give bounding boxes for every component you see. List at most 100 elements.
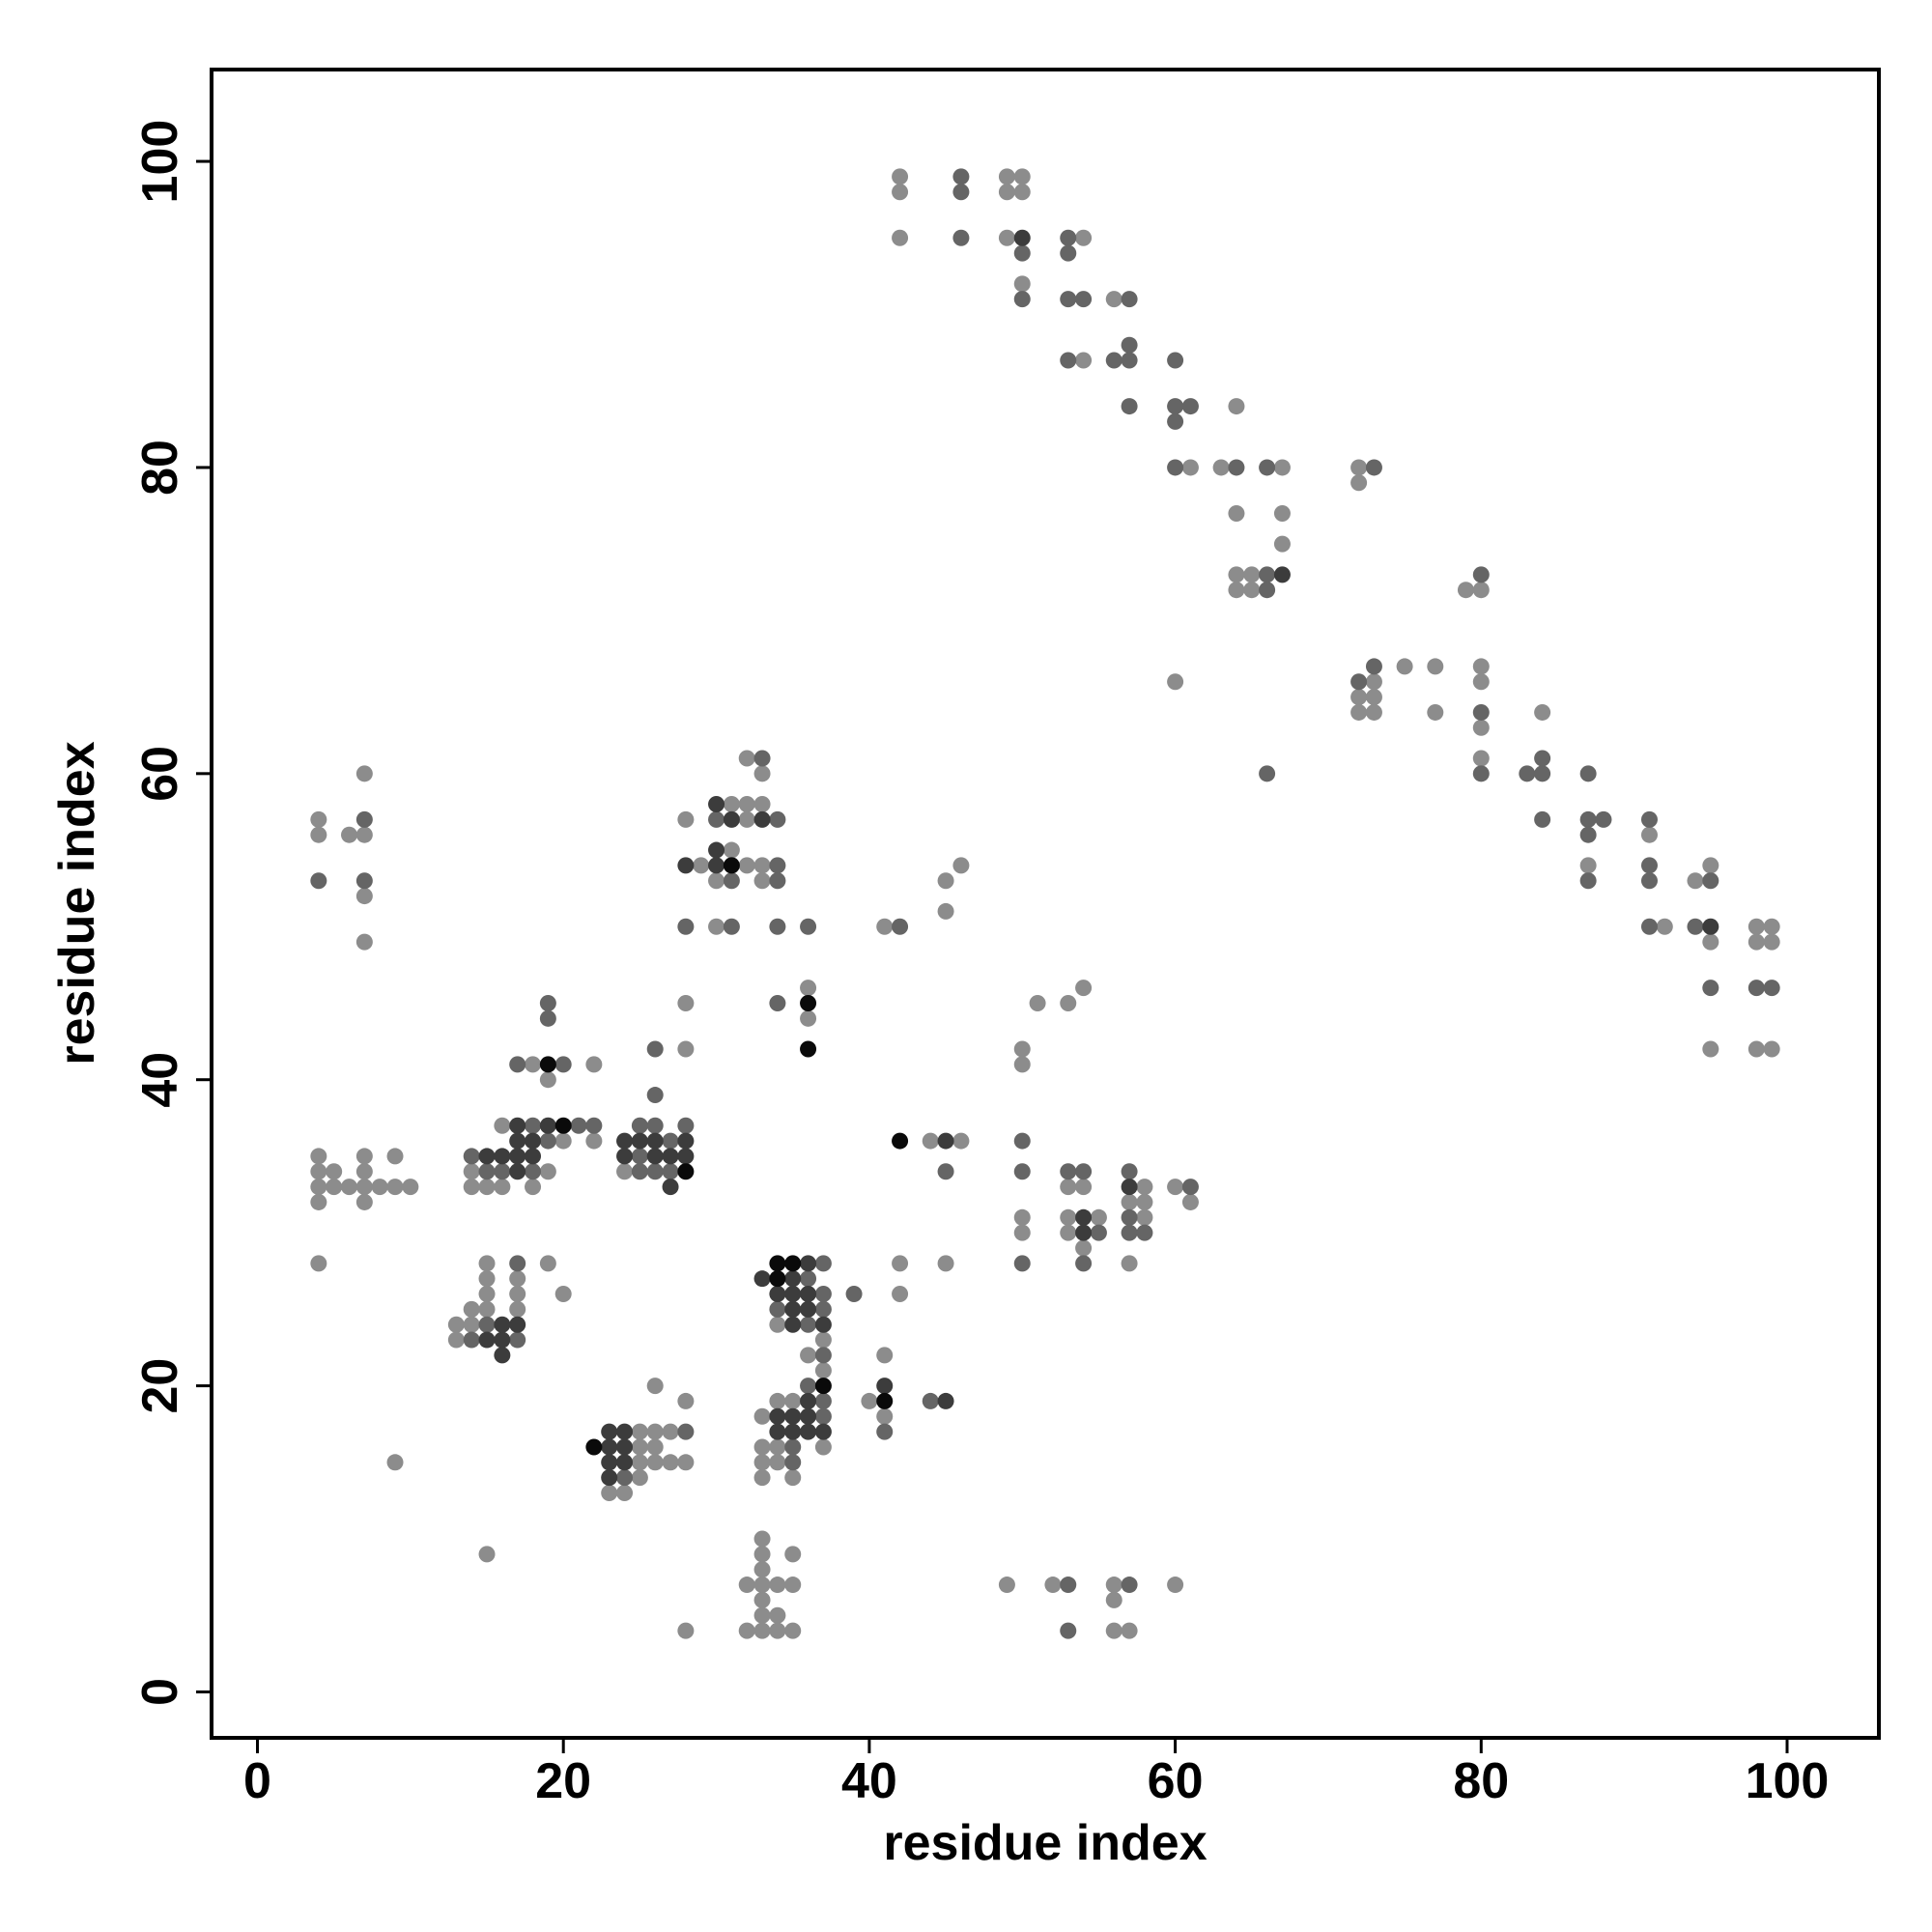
point <box>554 1117 572 1134</box>
point <box>814 1300 832 1318</box>
point <box>1181 459 1199 476</box>
point <box>753 1591 771 1608</box>
point <box>753 1270 771 1288</box>
point <box>937 1163 954 1180</box>
point <box>784 1286 802 1303</box>
point <box>662 1132 679 1150</box>
point <box>631 1454 648 1471</box>
point <box>814 1392 832 1409</box>
point <box>1121 336 1138 354</box>
point <box>1029 994 1046 1011</box>
point <box>1350 673 1368 691</box>
point <box>1640 857 1658 874</box>
point <box>646 1438 664 1456</box>
point <box>1060 1208 1077 1226</box>
point <box>814 1286 832 1303</box>
point <box>1075 1163 1093 1180</box>
point <box>525 1148 542 1165</box>
point <box>1640 826 1658 843</box>
point <box>814 1316 832 1333</box>
point <box>616 1438 634 1456</box>
point <box>310 1179 327 1196</box>
point <box>1167 1577 1184 1594</box>
point <box>1472 566 1490 583</box>
point <box>1167 352 1184 369</box>
point <box>784 1407 802 1425</box>
point <box>1350 474 1368 492</box>
point <box>509 1300 526 1318</box>
point <box>646 1117 664 1134</box>
point <box>800 1270 817 1288</box>
point <box>570 1117 587 1134</box>
point <box>1167 673 1184 691</box>
point <box>1763 918 1780 935</box>
point <box>1273 459 1291 476</box>
point <box>494 1347 511 1364</box>
point <box>310 1148 327 1165</box>
point <box>478 1546 496 1563</box>
point <box>616 1163 634 1180</box>
point <box>769 1606 786 1624</box>
point <box>1365 673 1382 691</box>
point <box>355 1148 373 1165</box>
point <box>784 1438 802 1456</box>
point <box>585 1056 603 1073</box>
point <box>753 750 771 767</box>
point <box>1640 872 1658 890</box>
point <box>355 1193 373 1210</box>
point <box>616 1454 634 1471</box>
point <box>1060 1577 1077 1594</box>
point <box>1687 872 1704 890</box>
point <box>585 1132 603 1150</box>
point <box>525 1179 542 1196</box>
point <box>662 1454 679 1471</box>
point <box>1013 1208 1031 1226</box>
point <box>585 1438 603 1456</box>
point <box>753 1407 771 1425</box>
point <box>1472 582 1490 599</box>
point <box>601 1438 618 1456</box>
point <box>892 229 909 246</box>
point <box>1763 1040 1780 1058</box>
point <box>814 1347 832 1364</box>
point <box>1579 872 1597 890</box>
point <box>753 810 771 828</box>
point <box>814 1362 832 1379</box>
point <box>402 1179 419 1196</box>
point <box>800 994 817 1011</box>
point <box>447 1331 465 1349</box>
point <box>310 1163 327 1180</box>
point <box>478 1270 496 1288</box>
point <box>677 1392 695 1409</box>
point <box>1121 1179 1138 1196</box>
point <box>1075 1255 1093 1272</box>
point <box>525 1163 542 1180</box>
point <box>616 1484 634 1501</box>
point <box>1044 1577 1062 1594</box>
point <box>554 1286 572 1303</box>
point <box>1013 1132 1031 1150</box>
point <box>1365 689 1382 706</box>
point <box>662 1423 679 1440</box>
point <box>478 1148 496 1165</box>
point <box>1702 1040 1719 1058</box>
point <box>326 1163 343 1180</box>
point <box>1259 459 1276 476</box>
point <box>509 1148 526 1165</box>
point <box>1105 1577 1122 1594</box>
point <box>708 857 725 874</box>
point <box>1273 566 1291 583</box>
point <box>1579 826 1597 843</box>
point <box>677 1423 695 1440</box>
point <box>769 1300 786 1318</box>
point <box>1228 582 1245 599</box>
point <box>463 1316 480 1333</box>
point <box>1534 765 1551 782</box>
point <box>769 918 786 935</box>
point <box>1273 504 1291 522</box>
point <box>1228 398 1245 415</box>
point <box>371 1179 388 1196</box>
point <box>677 810 695 828</box>
point <box>1075 1179 1093 1196</box>
point <box>1640 810 1658 828</box>
